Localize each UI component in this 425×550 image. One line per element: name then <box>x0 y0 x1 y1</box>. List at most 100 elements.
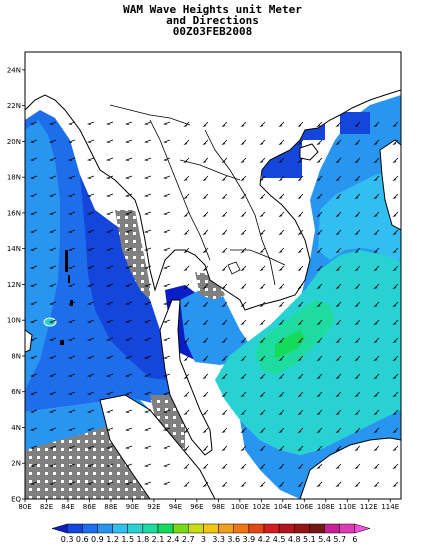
no-data-myanmar-coast <box>115 210 150 300</box>
direction-arrow <box>105 409 114 413</box>
direction-arrow <box>221 211 228 217</box>
direction-arrow <box>86 463 95 467</box>
direction-arrow <box>373 139 380 145</box>
direction-arrow <box>124 157 133 161</box>
direction-arrow <box>316 337 323 343</box>
direction-arrow <box>202 247 209 253</box>
direction-arrow <box>316 463 323 469</box>
direction-arrow <box>221 319 228 325</box>
y-tick-label: 8N <box>11 352 21 360</box>
direction-arrow <box>162 175 171 179</box>
direction-arrow <box>259 355 266 361</box>
direction-arrow <box>202 355 209 361</box>
direction-arrow <box>354 121 361 127</box>
wave-zone-taiwan-strait <box>340 112 370 134</box>
direction-arrow <box>48 229 57 233</box>
direction-arrow <box>48 211 57 215</box>
direction-arrow <box>392 481 399 487</box>
direction-arrow <box>124 337 133 341</box>
direction-arrow <box>124 427 133 431</box>
direction-arrow <box>162 319 171 323</box>
colorbar-label: 0.9 <box>91 535 104 544</box>
direction-arrow <box>278 121 285 127</box>
direction-arrow <box>124 409 133 413</box>
philippines <box>379 139 401 231</box>
direction-arrow <box>335 175 342 181</box>
colorbar-swatch <box>263 523 280 534</box>
direction-arrow <box>392 373 399 379</box>
direction-arrow <box>316 319 323 325</box>
x-tick-label: 100E <box>231 503 249 511</box>
wave-zone-cyan-band <box>318 170 401 262</box>
colorbar-label: 4.2 <box>258 535 271 544</box>
direction-arrow <box>373 391 380 397</box>
direction-arrow <box>335 121 342 127</box>
direction-arrow <box>202 157 209 163</box>
colorbar-swatch <box>309 523 325 534</box>
direction-arrow <box>240 121 247 127</box>
direction-arrow <box>221 337 228 343</box>
direction-arrow <box>392 193 399 199</box>
direction-arrow <box>297 139 304 145</box>
direction-arrow <box>162 229 171 233</box>
direction-arrow <box>392 121 399 127</box>
direction-arrow <box>29 265 38 269</box>
direction-arrow <box>67 463 76 467</box>
direction-arrow <box>29 319 38 323</box>
colorbar-label: 3 <box>201 535 206 544</box>
direction-arrow <box>183 157 190 163</box>
direction-arrow <box>297 319 304 325</box>
direction-arrow <box>316 193 323 199</box>
direction-arrow <box>29 157 38 161</box>
colorbar-legend: 0.3 0.6 0.9 1.2 1.5 1.8 2.1 2.4 2.7 3 3.3 3.6 3.9 4.2… <box>51 523 371 544</box>
direction-arrow <box>86 427 95 431</box>
direction-arrow <box>183 463 190 469</box>
direction-arrow <box>48 463 57 467</box>
direction-arrow <box>86 481 95 485</box>
direction-arrow <box>67 301 76 305</box>
direction-arrow <box>105 121 114 125</box>
direction-arrow <box>392 319 399 325</box>
direction-arrow <box>297 157 304 163</box>
direction-arrow <box>48 139 57 143</box>
direction-arrow <box>221 139 228 145</box>
direction-arrow <box>259 445 266 451</box>
direction-arrow <box>124 247 133 251</box>
direction-arrow <box>278 391 285 397</box>
direction-arrow <box>259 427 266 433</box>
colorbar-swatch <box>188 523 204 534</box>
direction-arrow <box>162 373 171 377</box>
wave-direction-arrows <box>29 121 399 487</box>
direction-arrow <box>297 373 304 379</box>
direction-arrow <box>105 481 114 485</box>
direction-arrow <box>316 211 323 217</box>
direction-arrow <box>297 283 304 289</box>
x-tick-label: 102E <box>252 503 270 511</box>
direction-arrow <box>373 427 380 433</box>
direction-arrow <box>335 319 342 325</box>
direction-arrow <box>278 211 285 217</box>
colorbar-swatch <box>97 523 113 534</box>
direction-arrow <box>373 283 380 289</box>
direction-arrow <box>124 121 133 125</box>
direction-arrow <box>221 247 228 253</box>
direction-arrow <box>105 355 114 359</box>
direction-arrow <box>297 463 304 469</box>
colorbar-swatch <box>278 523 295 534</box>
direction-arrow <box>162 139 171 143</box>
country-borders <box>109 104 286 286</box>
borneo <box>299 437 401 499</box>
x-tick-label: 94E <box>169 503 182 511</box>
direction-arrow <box>373 445 380 451</box>
direction-arrow <box>86 319 95 323</box>
colorbar-label: 5.1 <box>303 535 316 544</box>
direction-arrow <box>392 265 399 271</box>
direction-arrow <box>221 355 228 361</box>
direction-arrow <box>29 247 38 251</box>
direction-arrow <box>86 337 95 341</box>
direction-arrow <box>86 193 95 197</box>
direction-arrow <box>86 175 95 179</box>
x-tick-label: 82E <box>40 503 53 511</box>
direction-arrow <box>124 445 133 449</box>
direction-arrow <box>335 193 342 199</box>
